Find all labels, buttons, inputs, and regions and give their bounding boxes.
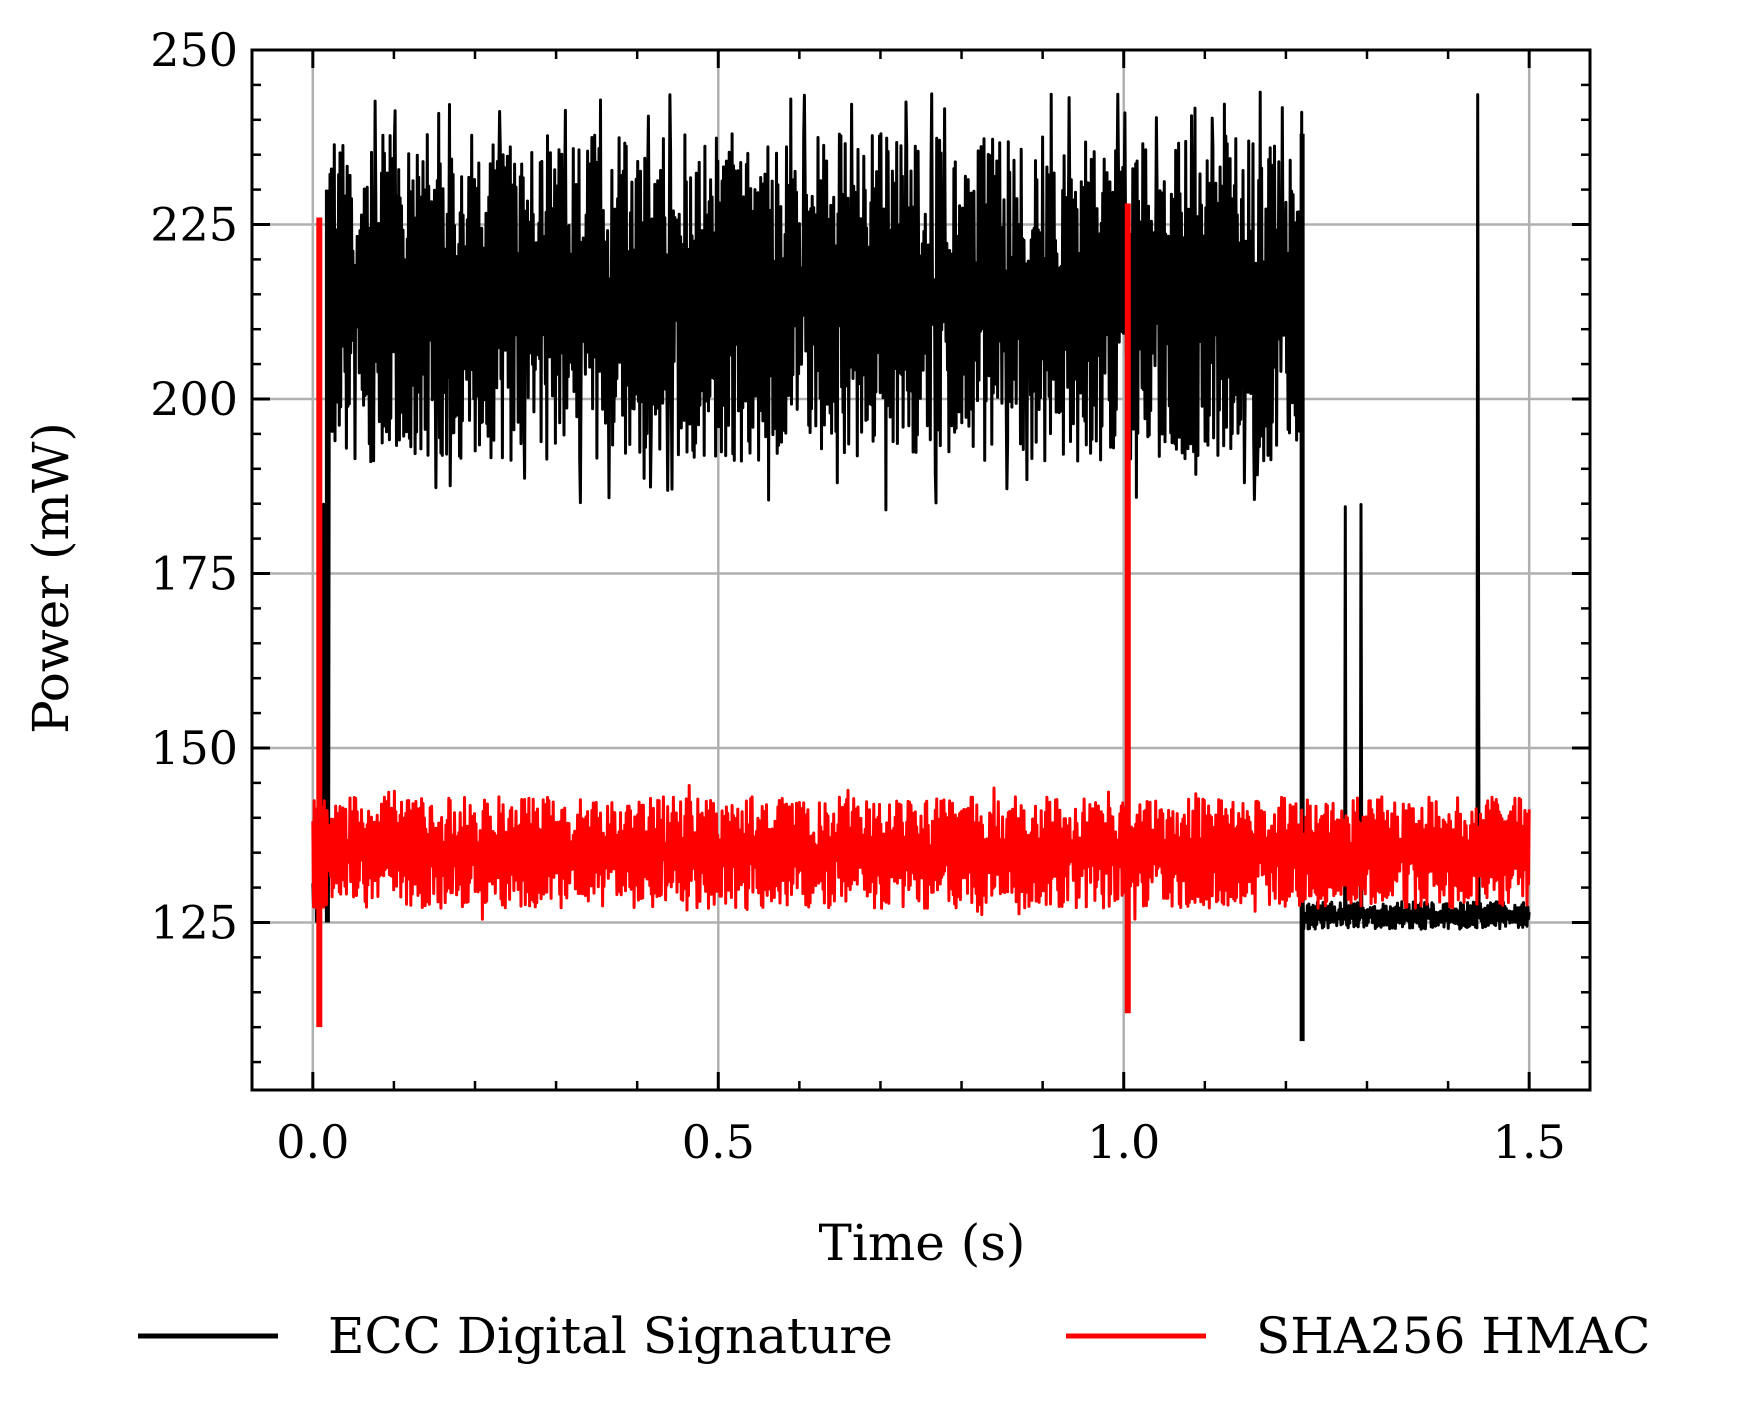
x-tick-label: 1.5	[1493, 1115, 1566, 1169]
ecc-trace	[311, 90, 1531, 931]
y-tick-label: 200	[150, 372, 238, 426]
tick-labels: 0.0 0.5 1.0 1.5 125 150 175 200 225 250	[150, 23, 1566, 1169]
x-tick-label: 0.5	[682, 1115, 755, 1169]
legend: ECC Digital Signature SHA256 HMAC	[138, 1307, 1650, 1365]
x-tick-label: 1.0	[1087, 1115, 1160, 1169]
x-axis-title: Time (s)	[819, 1214, 1026, 1272]
y-tick-label: 250	[150, 23, 238, 77]
hmac-trace	[311, 784, 1531, 921]
y-axis-title: Power (mW)	[22, 422, 80, 734]
y-tick-label: 150	[150, 721, 238, 775]
x-tick-label: 0.0	[276, 1115, 349, 1169]
y-tick-label: 225	[150, 197, 238, 251]
axis-ticks	[252, 48, 1590, 1090]
legend-label-ecc-digital-signature: ECC Digital Signature	[328, 1307, 893, 1365]
series-sha256-hmac	[311, 203, 1531, 1028]
plot-frame	[250, 48, 1592, 1092]
legend-label-sha256-hmac: SHA256 HMAC	[1256, 1307, 1650, 1365]
y-tick-label: 125	[150, 895, 238, 949]
y-tick-label: 175	[150, 546, 238, 600]
